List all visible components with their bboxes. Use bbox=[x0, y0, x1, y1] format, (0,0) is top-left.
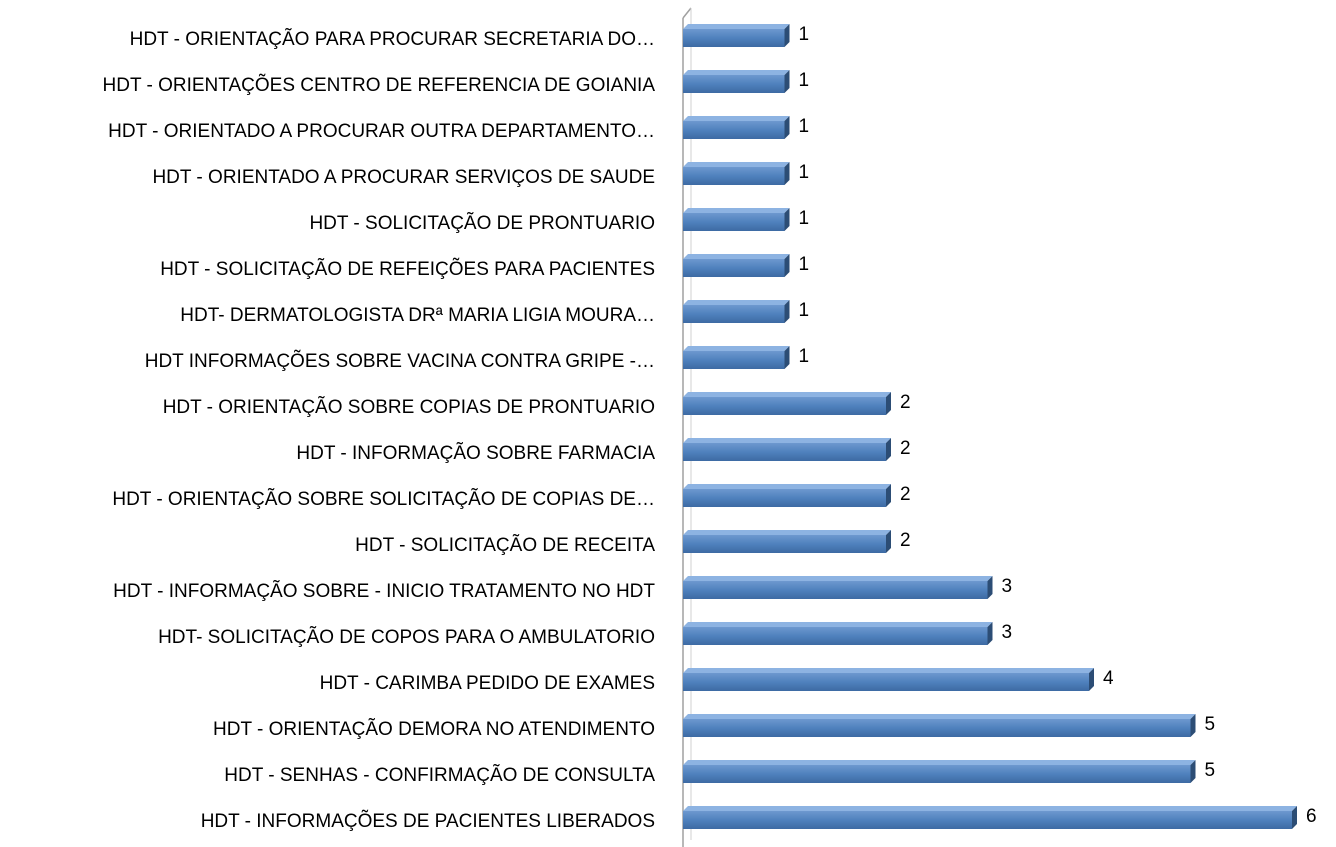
bar-top bbox=[683, 346, 790, 351]
category-label: HDT - SOLICITAÇÃO DE PRONTUARIO bbox=[309, 212, 655, 234]
bar-side bbox=[784, 116, 790, 139]
category-label: HDT - ORIENTAÇÃO SOBRE SOLICITAÇÃO DE CO… bbox=[112, 488, 655, 510]
bar-side bbox=[987, 576, 993, 599]
bar bbox=[683, 765, 1191, 783]
bar bbox=[683, 75, 785, 93]
bar-top bbox=[683, 392, 891, 397]
bar-top bbox=[683, 668, 1094, 673]
data-label: 4 bbox=[1103, 668, 1114, 689]
data-label: 1 bbox=[799, 24, 810, 45]
bar-top bbox=[683, 760, 1196, 765]
data-label: 3 bbox=[1002, 576, 1013, 597]
data-label: 2 bbox=[900, 392, 911, 413]
data-label: 1 bbox=[799, 346, 810, 367]
category-label: HDT - ORIENTADO A PROCURAR SERVIÇOS DE S… bbox=[152, 167, 655, 188]
bar bbox=[683, 213, 785, 231]
bar-top bbox=[683, 70, 790, 75]
category-label: HDT - ORIENTAÇÕES CENTRO DE REFERENCIA D… bbox=[103, 74, 656, 96]
bar bbox=[683, 305, 785, 323]
bar-top bbox=[683, 254, 790, 259]
bar-side bbox=[886, 392, 891, 415]
bar bbox=[683, 627, 988, 645]
category-label: HDT - ORIENTAÇÃO SOBRE COPIAS DE PRONTUA… bbox=[163, 396, 655, 418]
bar-top bbox=[683, 530, 891, 535]
bar bbox=[683, 397, 886, 415]
data-label: 6 bbox=[1306, 806, 1317, 827]
category-label: HDT - ORIENTADO A PROCURAR OUTRA DEPARTA… bbox=[108, 121, 655, 142]
bar-side bbox=[784, 24, 790, 47]
category-label: HDT - INFORMAÇÕES DE PACIENTES LIBERADOS bbox=[201, 810, 655, 832]
data-label: 1 bbox=[799, 208, 810, 229]
data-label: 2 bbox=[900, 530, 911, 551]
category-label: HDT - ORIENTAÇÃO DEMORA NO ATENDIMENTO bbox=[213, 718, 655, 740]
bar-top bbox=[683, 300, 790, 305]
data-label: 1 bbox=[799, 116, 810, 137]
category-label: HDT INFORMAÇÕES SOBRE VACINA CONTRA GRIP… bbox=[145, 350, 655, 372]
bar-side bbox=[784, 208, 790, 231]
category-label: HDT- SOLICITAÇÃO DE COPOS PARA O AMBULAT… bbox=[158, 626, 655, 648]
bar-side bbox=[886, 438, 891, 461]
data-label: 5 bbox=[1205, 714, 1216, 735]
bar-side bbox=[1089, 668, 1094, 691]
data-label: 5 bbox=[1205, 760, 1216, 781]
data-label: 2 bbox=[900, 484, 911, 505]
category-label: HDT - SENHAS - CONFIRMAÇÃO DE CONSULTA bbox=[224, 764, 655, 786]
bar bbox=[683, 443, 886, 461]
bar-top bbox=[683, 116, 790, 121]
category-label: HDT - SOLICITAÇÃO DE RECEITA bbox=[355, 534, 655, 556]
data-label: 2 bbox=[900, 438, 911, 459]
category-label: HDT- DERMATOLOGISTA DRª MARIA LIGIA MOUR… bbox=[180, 305, 655, 326]
data-label: 3 bbox=[1002, 622, 1013, 643]
bar bbox=[683, 581, 988, 599]
bar-side bbox=[1190, 714, 1196, 737]
bar-side bbox=[886, 530, 891, 553]
bar bbox=[683, 167, 785, 185]
bar-side bbox=[784, 162, 790, 185]
bar-top bbox=[683, 438, 891, 443]
bar-top bbox=[683, 714, 1196, 719]
data-label: 1 bbox=[799, 162, 810, 183]
bar-top bbox=[683, 622, 993, 627]
bar-side bbox=[1292, 806, 1297, 829]
bar bbox=[683, 29, 785, 47]
category-label: HDT - CARIMBA PEDIDO DE EXAMES bbox=[320, 673, 655, 694]
bar-side bbox=[784, 254, 790, 277]
bar-top bbox=[683, 576, 993, 581]
bar bbox=[683, 351, 785, 369]
data-label: 1 bbox=[799, 70, 810, 91]
bar bbox=[683, 811, 1292, 829]
data-label: 1 bbox=[799, 254, 810, 275]
bar bbox=[683, 121, 785, 139]
bar-side bbox=[886, 484, 891, 507]
bar bbox=[683, 259, 785, 277]
data-label: 1 bbox=[799, 300, 810, 321]
bar-top bbox=[683, 484, 891, 489]
category-label: HDT - INFORMAÇÃO SOBRE FARMACIA bbox=[296, 442, 655, 464]
bar-side bbox=[1190, 760, 1196, 783]
category-label: HDT - SOLICITAÇÃO DE REFEIÇÕES PARA PACI… bbox=[160, 258, 655, 280]
bar bbox=[683, 535, 886, 553]
bar-side bbox=[784, 70, 790, 93]
bar bbox=[683, 673, 1089, 691]
category-label: HDT - ORIENTAÇÃO PARA PROCURAR SECRETARI… bbox=[130, 28, 655, 50]
category-label: HDT - INFORMAÇÃO SOBRE - INICIO TRATAMEN… bbox=[113, 580, 655, 602]
bar-top bbox=[683, 208, 790, 213]
bar-side bbox=[784, 346, 790, 369]
bar bbox=[683, 489, 886, 507]
axis-wall-edge bbox=[682, 7, 692, 19]
bar-top bbox=[683, 162, 790, 167]
bar-side bbox=[784, 300, 790, 323]
bar-side bbox=[987, 622, 993, 645]
bar bbox=[683, 719, 1191, 737]
bar-top bbox=[683, 24, 790, 29]
bar-top bbox=[683, 806, 1297, 811]
